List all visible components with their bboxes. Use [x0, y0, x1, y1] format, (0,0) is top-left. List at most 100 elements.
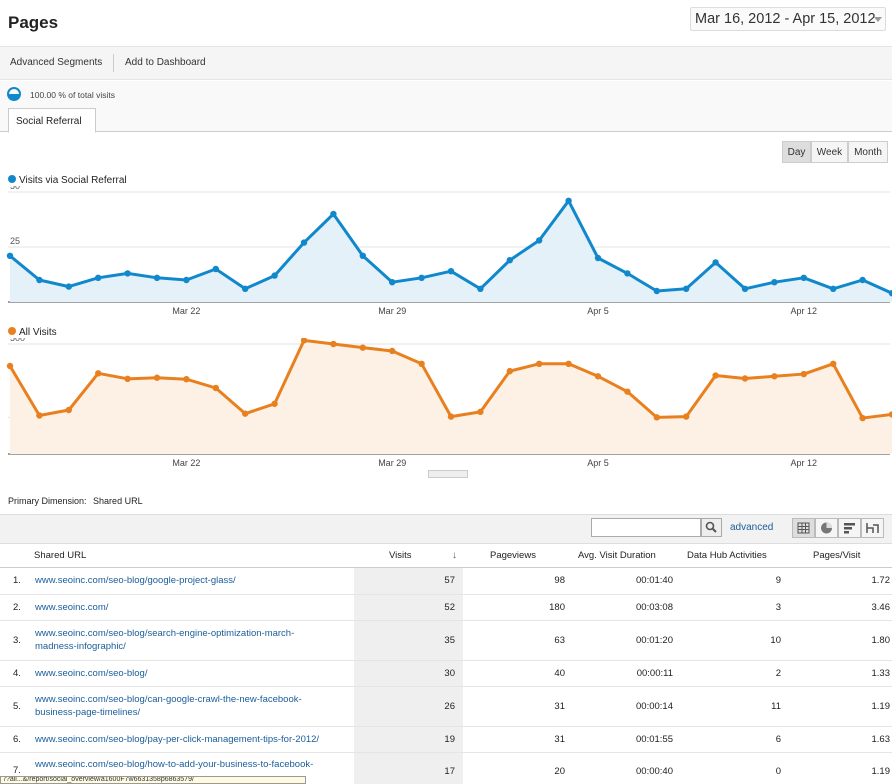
- social-series-point: [859, 276, 866, 284]
- shared-url-link[interactable]: www.seoinc.com/seo-blog/how-to-add-your-…: [35, 759, 314, 770]
- pivot-icon: [866, 523, 879, 533]
- social-series-point: [888, 290, 892, 297]
- advanced-filter-link[interactable]: advanced: [730, 522, 774, 533]
- social-series-area: [10, 200, 892, 302]
- primary-dimension-value[interactable]: Shared URL: [93, 496, 143, 506]
- primary-dimension-label: Primary Dimension:: [8, 496, 87, 506]
- social-series-point: [594, 254, 602, 262]
- table-view-button[interactable]: [792, 518, 815, 538]
- hub-activities-value: 11: [771, 701, 781, 712]
- social-series-point: [506, 257, 513, 264]
- page-header: Pages Mar 16, 2012 - Apr 15, 2012: [0, 0, 892, 46]
- date-range-picker[interactable]: Mar 16, 2012 - Apr 15, 2012: [690, 7, 886, 31]
- visits-value: 52: [444, 602, 455, 613]
- segment-summary: 100.00 % of total visits: [30, 90, 116, 100]
- all-visits-series-point: [242, 410, 249, 417]
- pages-per-visit-value: 3.46: [871, 602, 891, 613]
- shared-url-link[interactable]: www.seoinc.com/seo-blog/search-engine-op…: [35, 628, 295, 652]
- report-toolbar: Advanced Segments Add to Dashboard: [0, 46, 892, 80]
- pageviews-value: 63: [554, 635, 565, 646]
- social-series-point: [36, 276, 43, 284]
- social-series-point: [65, 283, 73, 290]
- legend-dot-icon: [8, 327, 16, 335]
- all-visits-series-point: [594, 373, 602, 380]
- social-series-point: [330, 210, 337, 218]
- social-series-point: [800, 274, 807, 281]
- pageviews-value: 31: [554, 734, 565, 745]
- pie-view-button[interactable]: [815, 518, 838, 538]
- col-pageviews[interactable]: Pageviews: [490, 550, 536, 561]
- chart-legend-social: Visits via Social Referral: [8, 175, 127, 186]
- shared-url-link[interactable]: www.seoinc.com/: [35, 602, 109, 613]
- bar-chart-icon: [844, 523, 855, 534]
- visits-value: 26: [444, 701, 455, 712]
- table-row: 3. www.seoinc.com/seo-blog/search-engine…: [0, 621, 892, 661]
- chart-legend-all-visits: All Visits: [8, 327, 57, 338]
- col-shared-url[interactable]: Shared URL: [34, 550, 87, 561]
- pages-per-visit-value: 1.19: [871, 701, 891, 712]
- y-tick-label: 25: [10, 236, 20, 246]
- duration-value: 00:01:55: [636, 734, 673, 745]
- advanced-segments-button[interactable]: Advanced Segments: [10, 57, 103, 68]
- add-to-dashboard-button[interactable]: Add to Dashboard: [125, 57, 206, 68]
- all-visits-series-point: [830, 360, 837, 367]
- table-search-input[interactable]: [591, 518, 701, 537]
- duration-value: 00:00:11: [636, 668, 673, 679]
- all-visits-series-point: [506, 367, 513, 375]
- col-visits[interactable]: Visits: [389, 550, 412, 561]
- pie-icon: [7, 87, 21, 101]
- shared-url-link[interactable]: www.seoinc.com/seo-blog/pay-per-click-ma…: [35, 734, 320, 745]
- all-visits-series-point: [712, 372, 719, 379]
- all-visits-series-point: [183, 376, 190, 383]
- chart-resize-handle[interactable]: [428, 470, 468, 478]
- social-series-point: [242, 285, 249, 292]
- browser-status-bar: /?ali...&/report/social_overview/a1600F7…: [0, 776, 306, 784]
- shared-url-link[interactable]: www.seoinc.com/seo-blog/google-project-g…: [35, 575, 236, 586]
- duration-value: 00:01:20: [636, 635, 673, 646]
- all-visits-series-point: [771, 373, 778, 380]
- social-series-point: [536, 237, 543, 244]
- shared-url-link[interactable]: www.seoinc.com/seo-blog/can-google-crawl…: [35, 694, 302, 718]
- all-visits-series-point: [359, 344, 366, 351]
- week-button[interactable]: Week: [811, 141, 848, 163]
- visits-cell-bg: [354, 595, 463, 620]
- x-tick-label: Apr 12: [791, 458, 818, 468]
- social-series-point: [95, 274, 102, 281]
- hub-activities-value: 6: [775, 734, 781, 745]
- social-series-point: [271, 272, 278, 279]
- pages-per-visit-value: 1.72: [871, 575, 891, 586]
- social-series-point: [565, 197, 572, 204]
- legend-dot-icon: [8, 175, 16, 183]
- hub-activities-value: 9: [775, 575, 781, 586]
- all-visits-series-point: [477, 408, 484, 416]
- x-tick-label: Mar 29: [378, 458, 406, 468]
- table-row: 5. www.seoinc.com/seo-blog/can-google-cr…: [0, 687, 892, 727]
- sort-arrow-icon[interactable]: ↓: [452, 550, 457, 561]
- x-tick-label: Apr 12: [791, 306, 818, 316]
- social-series-point: [771, 279, 778, 286]
- month-button[interactable]: Month: [848, 141, 888, 163]
- search-button[interactable]: [701, 518, 722, 537]
- all-visits-series-point: [36, 412, 43, 419]
- pageviews-value: 20: [554, 766, 565, 777]
- col-pages-per-visit[interactable]: Pages/Visit: [813, 550, 861, 561]
- duration-value: 00:03:08: [636, 602, 673, 613]
- col-data-hub-activities[interactable]: Data Hub Activities: [687, 550, 767, 561]
- visits-value: 35: [444, 635, 455, 646]
- hub-activities-value: 10: [770, 635, 781, 646]
- performance-view-button[interactable]: [838, 518, 861, 538]
- duration-value: 00:00:14: [636, 701, 673, 712]
- y-tick-label: 50: [10, 186, 20, 191]
- social-series-point: [741, 285, 749, 292]
- all-visits-series-point: [389, 347, 396, 355]
- pivot-view-button[interactable]: [861, 518, 884, 538]
- all-visits-series-point: [418, 360, 425, 367]
- all-visits-series-point: [859, 414, 866, 422]
- tab-social-referral[interactable]: Social Referral: [8, 108, 96, 133]
- day-button[interactable]: Day: [782, 141, 811, 163]
- x-tick-label: Mar 22: [172, 458, 200, 468]
- col-avg-visit-duration[interactable]: Avg. Visit Duration: [578, 550, 656, 561]
- pages-per-visit-value: 1.80: [871, 635, 891, 646]
- social-referral-chart: 50 25 Mar 22 Mar 29 Apr 5 Apr 12: [6, 186, 892, 316]
- shared-url-link[interactable]: www.seoinc.com/seo-blog/: [35, 668, 148, 679]
